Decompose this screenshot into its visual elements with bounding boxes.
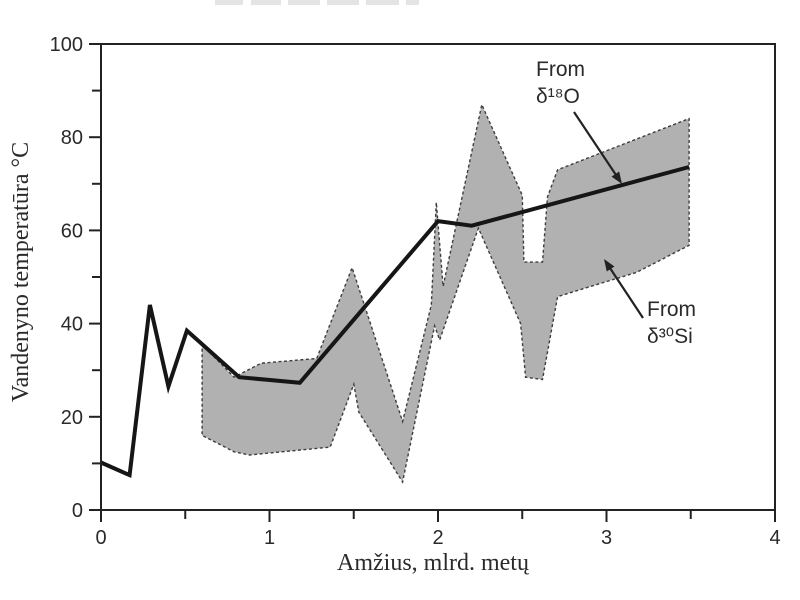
- line-delta18o: [100, 165, 690, 479]
- cropped-title-remnant: [406, 0, 419, 5]
- cropped-title-remnant: [251, 0, 281, 5]
- cropped-title-remnant: [366, 0, 399, 5]
- y-tick-label: 0: [72, 500, 83, 522]
- y-tick-label: 20: [61, 407, 83, 429]
- y-tick-label: 100: [50, 34, 83, 56]
- cropped-title-remnant: [215, 0, 243, 5]
- y-axis-title: Vandenyno temperatūra °C: [8, 142, 34, 402]
- annotation-from-d18o: From: [536, 58, 585, 81]
- annotation-from-d18o: δ¹⁸O: [536, 85, 580, 108]
- x-tick-label: 1: [264, 527, 275, 549]
- cropped-title-remnant: [327, 0, 359, 5]
- cropped-title-remnant: [288, 0, 320, 5]
- annotation-arrow-from-d30si: [608, 265, 644, 319]
- x-tick-label: 3: [601, 527, 612, 549]
- annotation-arrow-from-d18o: [573, 111, 618, 178]
- y-tick-label: 60: [61, 220, 83, 242]
- x-axis-title: Amžius, mlrd. metų: [337, 550, 530, 576]
- band-delta30si: [201, 102, 690, 484]
- x-tick-label: 0: [95, 527, 106, 549]
- y-tick-label: 80: [61, 127, 83, 149]
- x-tick-label: 2: [432, 527, 443, 549]
- y-tick-label: 40: [61, 314, 83, 336]
- annotation-from-d30si: δ³⁰Si: [647, 325, 693, 348]
- annotation-from-d30si: From: [647, 298, 696, 321]
- annotation-arrowhead-from-d30si: [604, 259, 615, 272]
- annotation-arrowhead-from-d18o: [611, 171, 622, 184]
- x-tick-label: 4: [769, 527, 780, 549]
